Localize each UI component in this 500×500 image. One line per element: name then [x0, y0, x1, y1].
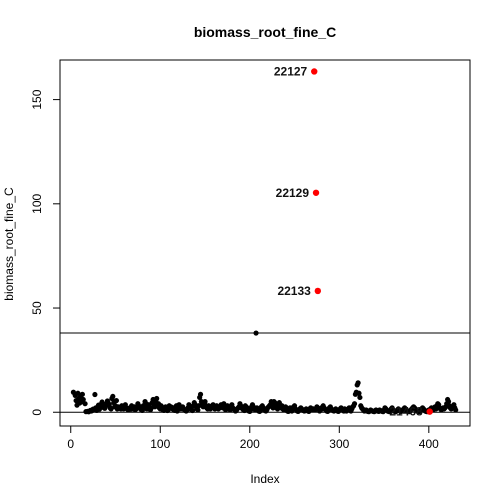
- plot-frame: [59, 59, 471, 427]
- x-tick-label: 0: [67, 437, 74, 451]
- data-point: [113, 397, 119, 404]
- data-point: [197, 391, 204, 397]
- data-point: [110, 393, 116, 400]
- data-point: [189, 407, 196, 414]
- outlier-label: 21468: [389, 405, 423, 419]
- outlier-label: 22127: [274, 64, 308, 78]
- outlier-point: [311, 68, 318, 75]
- outlier-point: [426, 408, 433, 415]
- data-point: [453, 407, 459, 413]
- outlier-label: 22129: [276, 186, 310, 200]
- outlier-label: 22133: [277, 284, 311, 298]
- x-axis-title: Index: [250, 472, 279, 486]
- y-tick-label: 150: [30, 89, 44, 109]
- y-axis-title: biomass_root_fine_C: [2, 187, 16, 301]
- outlier-point: [312, 189, 320, 196]
- data-point: [356, 390, 362, 396]
- chart-title: biomass_root_fine_C: [194, 24, 336, 40]
- y-tick-label: 50: [30, 301, 44, 315]
- y-axis: 0 50 100 150: [30, 89, 61, 416]
- data-point: [92, 391, 98, 398]
- data-point: [202, 399, 208, 405]
- x-axis: 0 100 200 300 400: [67, 425, 439, 451]
- data-point: [355, 380, 361, 386]
- data-point: [79, 391, 85, 397]
- data-point: [99, 399, 105, 405]
- y-tick-label: 0: [30, 409, 44, 416]
- outlier-points: [311, 68, 433, 415]
- y-tick-label: 100: [30, 193, 44, 213]
- outlier-point: [314, 287, 322, 295]
- x-tick-label: 100: [150, 437, 170, 451]
- data-point: [253, 330, 259, 336]
- data-point: [82, 401, 88, 407]
- outlier-labels: 22127 22129 22133 21468: [274, 64, 423, 418]
- x-tick-label: 400: [419, 437, 439, 451]
- data-point: [351, 401, 358, 407]
- data-point: [154, 395, 160, 402]
- reference-lines: [60, 332, 470, 413]
- data-point: [195, 407, 201, 413]
- x-tick-label: 300: [329, 437, 349, 451]
- x-tick-label: 200: [240, 437, 260, 451]
- data-points: [70, 330, 459, 415]
- data-point: [80, 396, 86, 403]
- data-point: [445, 399, 452, 405]
- data-point: [357, 394, 363, 401]
